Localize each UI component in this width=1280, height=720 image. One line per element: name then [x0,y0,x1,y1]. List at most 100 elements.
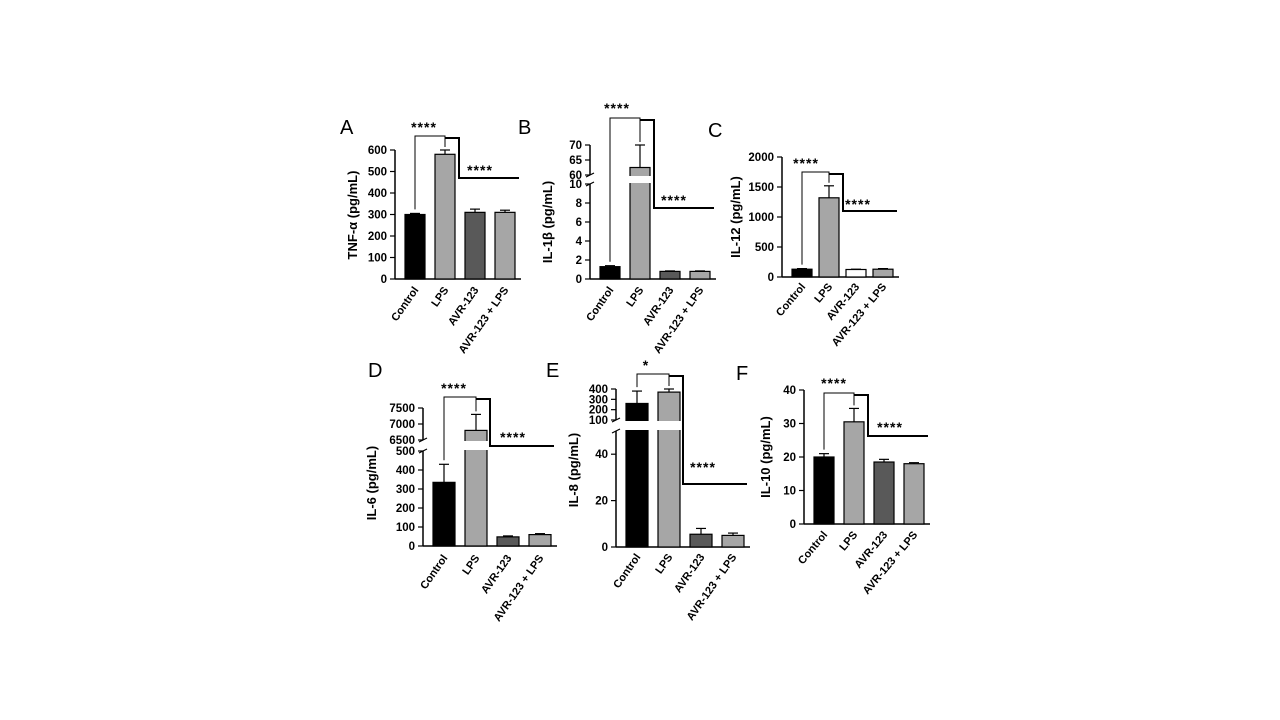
y-tick-label: 400 [589,384,608,396]
category-label: Control [584,285,616,324]
bar-control [404,213,426,280]
category-label: Control [418,553,450,592]
bar-avr-123 [496,536,520,547]
y-tick-label: 8 [576,198,583,210]
panel-letter: A [340,117,354,139]
category-label: AVR-123 [479,553,514,596]
significance-line [445,137,519,179]
y-tick-label: 20 [595,496,608,508]
bar-control [599,266,621,280]
y-tick-label: 100 [396,522,415,534]
panel-letter: B [518,117,531,139]
y-tick-label: 500 [368,167,387,179]
y-tick-label: 0 [768,272,774,284]
significance-bracket [636,373,670,388]
significance-line [854,394,928,437]
y-axis-label: IL-10 (pg/mL) [758,416,773,498]
significance-bracket [609,117,641,262]
bar-break-gap [464,441,488,450]
y-tick-label: 2 [576,255,582,267]
bar-avr-123 [845,268,867,278]
y-tick-label: 7000 [389,419,415,431]
y-tick-label: 100 [368,253,387,265]
significance-bracket [801,171,830,265]
y-tick-label: 60 [569,170,582,182]
y-axis-label: IL-6 (pg/mL) [364,446,379,520]
y-tick-label: 65 [569,155,582,167]
significance-label: **** [821,375,847,391]
significance-label: **** [411,119,437,135]
bar-avr-123-lps [903,463,925,525]
y-tick-label: 400 [368,188,387,200]
category-label: Control [389,285,421,324]
significance-bracket [414,135,446,210]
panel-letter: F [736,363,748,385]
significance-label: **** [690,459,716,475]
y-axis-label: TNF-α (pg/mL) [345,171,360,260]
y-tick-label: 7500 [389,403,415,415]
y-tick-label: 70 [569,140,582,152]
y-tick-label: 300 [368,210,387,222]
category-label: LPS [429,285,451,309]
bar-break-gap [629,176,651,183]
category-label: Control [774,281,808,319]
y-tick-label: 300 [589,394,608,406]
category-label: LPS [460,553,482,577]
y-axis-label: IL-12 (pg/mL) [728,176,743,258]
bar-break-gap [657,421,681,430]
significance-bracket [443,396,477,461]
bar-avr-123-lps [872,268,894,278]
panel-letter: C [708,120,722,142]
significance-label: **** [877,419,903,435]
significance-line [476,398,554,447]
significance-label: * [643,357,649,373]
y-tick-label: 100 [589,415,608,427]
y-tick-label: 0 [409,541,415,553]
panel-letter: D [368,360,382,382]
significance-label: **** [661,192,687,208]
bar-control [791,268,813,278]
bar-break-gap [625,421,649,430]
bar-lps [657,391,681,548]
y-tick-label: 200 [368,231,387,243]
y-tick-label: 400 [396,465,415,477]
bar-lps [843,421,865,525]
y-tick-label: 200 [589,405,608,417]
y-tick-label: 0 [602,542,608,554]
bar-lps [629,166,651,280]
significance-label: **** [500,429,526,445]
y-tick-label: 40 [595,449,608,461]
y-tick-label: 4 [576,236,583,248]
bar-lps [434,153,456,280]
bar-avr-123 [464,211,486,280]
significance-label: **** [845,196,871,212]
y-tick-label: 600 [368,145,387,157]
significance-label: **** [467,162,493,178]
bar-avr-123-lps [494,211,516,280]
bar-avr-123 [659,270,681,280]
y-tick-label: 0 [381,274,387,286]
y-tick-label: 1000 [748,212,774,224]
y-tick-label: 200 [396,503,415,515]
category-label: AVR-123 [672,552,707,595]
y-tick-label: 500 [396,446,415,458]
axis-break-mark [611,428,621,434]
category-label: Control [611,552,643,591]
significance-label: **** [793,155,819,171]
bar-avr-123-lps [689,270,711,280]
y-axis-label: IL-1β (pg/mL) [540,181,555,263]
y-tick-label: 6500 [389,435,415,447]
chart-panel-c: C 0 500 1000 1500 2000 IL-12 (pg/mL) Control LPS… [708,120,899,349]
y-axis-label: IL-8 (pg/mL) [566,433,581,507]
category-label: LPS [624,285,646,309]
chart-panel-f: F 0 10 20 30 40 IL-10 (pg/mL) Control LPSAVR-123… [736,363,930,597]
y-tick-label: 40 [783,385,796,397]
category-label: LPS [812,281,835,305]
y-tick-label: 1500 [748,182,774,194]
y-tick-label: 20 [783,452,796,464]
bar-avr-123 [873,461,895,525]
bar-avr-123 [689,533,713,548]
category-label: LPS [653,552,675,576]
